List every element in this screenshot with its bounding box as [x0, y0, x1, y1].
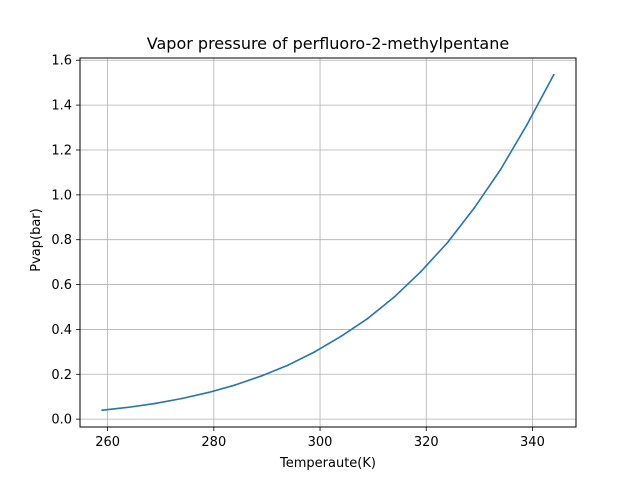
y-axis-label: Pvap(bar) — [29, 208, 44, 271]
x-tick-label: 340 — [520, 435, 545, 450]
x-tick-label: 300 — [308, 435, 333, 450]
x-tick-label: 260 — [95, 435, 120, 450]
data-point — [499, 168, 502, 171]
data-point — [526, 123, 529, 126]
data-point — [260, 374, 263, 377]
data-point — [127, 406, 130, 409]
data-point — [207, 391, 210, 394]
y-tick-label: 0.0 — [51, 413, 72, 428]
x-tick-label: 320 — [414, 435, 439, 450]
y-axis-ticks: 0.0 0.2 0.4 0.6 0.8 1.0 1.2 1.4 1.6 — [51, 54, 80, 428]
data-point — [552, 73, 555, 76]
y-tick-label: 1.4 — [51, 99, 72, 114]
y-tick-label: 1.0 — [51, 188, 72, 203]
chart-title: Vapor pressure of perfluoro-2-methylpent… — [147, 34, 509, 53]
grid-lines — [80, 58, 576, 427]
data-point — [101, 409, 104, 412]
data-point — [366, 317, 369, 320]
y-tick-label: 0.6 — [51, 278, 72, 293]
data-point — [154, 402, 157, 405]
data-point — [313, 350, 316, 353]
data-point — [420, 270, 422, 273]
y-tick-label: 0.2 — [51, 368, 72, 383]
series-layer — [101, 73, 555, 412]
y-tick-label: 1.6 — [51, 54, 72, 69]
data-point — [446, 241, 449, 244]
y-tick-label: 0.8 — [51, 233, 72, 248]
series-line — [101, 73, 555, 412]
x-axis-ticks: 260 280 300 320 340 — [95, 427, 545, 450]
y-tick-label: 1.2 — [51, 143, 72, 158]
data-point — [340, 335, 343, 338]
data-point — [234, 384, 236, 386]
data-point — [473, 207, 475, 210]
data-point — [393, 295, 396, 298]
x-axis-label: Temperaute(K) — [279, 456, 376, 471]
plot-frame — [79, 57, 577, 428]
x-tick-label: 280 — [201, 435, 226, 450]
data-point — [287, 364, 290, 366]
data-point — [181, 397, 183, 400]
y-tick-label: 0.4 — [51, 323, 72, 338]
